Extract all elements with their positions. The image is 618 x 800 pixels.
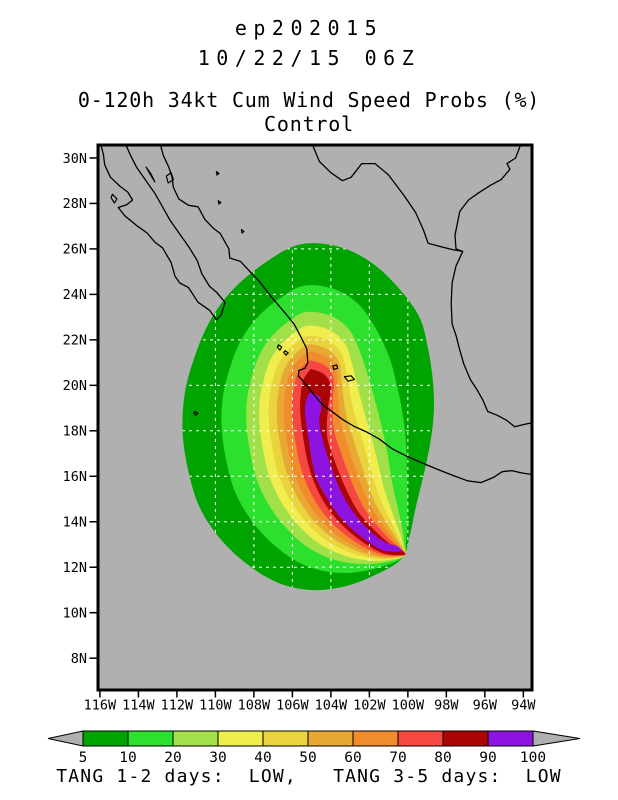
lon-tick-label: 102W bbox=[353, 698, 386, 714]
island-10 bbox=[332, 364, 339, 370]
lat-tick-label: 14N bbox=[63, 515, 87, 531]
lon-tick-label: 108W bbox=[238, 698, 271, 714]
colorbar-left-arrow-icon bbox=[47, 730, 84, 747]
lon-tick-label: 106W bbox=[276, 698, 309, 714]
coastline-0 bbox=[100, 145, 226, 321]
island-9 bbox=[343, 375, 355, 382]
colorbar-segment-10 bbox=[127, 730, 174, 747]
colorbar-segment-20 bbox=[172, 730, 219, 747]
lon-tick-label: 96W bbox=[473, 698, 498, 714]
colorbar-label: 5 bbox=[79, 750, 88, 766]
colorbar-right-arrow-icon bbox=[532, 730, 581, 747]
lon-tick-label: 98W bbox=[434, 698, 459, 714]
lon-tick-label: 114W bbox=[122, 698, 155, 714]
colorbar-segment-60 bbox=[352, 730, 399, 747]
coastline-3 bbox=[311, 145, 463, 252]
lat-tick-label: 30N bbox=[63, 151, 87, 167]
lat-tick-label: 12N bbox=[63, 560, 87, 576]
lon-tick-label: 104W bbox=[315, 698, 348, 714]
colorbar-segment-30 bbox=[217, 730, 264, 747]
colorbar-label: 90 bbox=[479, 750, 496, 766]
lon-tick-label: 100W bbox=[392, 698, 425, 714]
island-5 bbox=[240, 229, 245, 234]
lat-tick-label: 26N bbox=[63, 242, 87, 258]
colorbar-segment-5 bbox=[82, 730, 129, 747]
lat-tick-label: 8N bbox=[71, 651, 87, 667]
lat-tick-label: 20N bbox=[63, 378, 87, 394]
colorbar-label: 20 bbox=[164, 750, 181, 766]
lon-tick-label: 112W bbox=[161, 698, 194, 714]
colorbar-segment-50 bbox=[307, 730, 354, 747]
lat-tick-label: 22N bbox=[63, 333, 87, 349]
colorbar-segment-90 bbox=[487, 730, 534, 747]
colorbar-segment-40 bbox=[262, 730, 309, 747]
product-title: 0-120h 34kt Cum Wind Speed Probs (%) bbox=[77, 88, 541, 112]
lat-tick-label: 24N bbox=[63, 287, 87, 303]
lon-tick-label: 110W bbox=[199, 698, 232, 714]
map-plot-area bbox=[98, 145, 532, 690]
colorbar-label: 70 bbox=[389, 750, 406, 766]
island-3 bbox=[215, 171, 220, 176]
colorbar-label: 80 bbox=[434, 750, 451, 766]
colorbar-label: 60 bbox=[344, 750, 361, 766]
init-time: 10/22/15 06Z bbox=[197, 46, 421, 70]
island-1 bbox=[145, 166, 156, 183]
prob-band-80 bbox=[300, 369, 406, 556]
island-8 bbox=[193, 410, 199, 416]
colorbar-label: 100 bbox=[520, 750, 546, 766]
prob-band-90 bbox=[304, 392, 402, 552]
coastline-1 bbox=[159, 145, 532, 484]
coastlines bbox=[100, 145, 532, 484]
coastline-2 bbox=[450, 145, 532, 428]
colorbar: 5 10 20 30 40 50 60 70 80 90 100 bbox=[47, 730, 581, 766]
colorbar-label: 30 bbox=[209, 750, 226, 766]
ensemble-member-label: Control bbox=[264, 112, 354, 136]
island-7 bbox=[283, 350, 289, 356]
lon-tick-label: 116W bbox=[84, 698, 117, 714]
colorbar-label: 40 bbox=[254, 750, 271, 766]
colorbar-label: 50 bbox=[299, 750, 316, 766]
axes: 30N 28N 26N 24N 22N 20N 18N 16N 14N 12N 10N 8N 116W 1… bbox=[63, 151, 537, 714]
island-6 bbox=[276, 344, 283, 351]
lat-tick-label: 28N bbox=[63, 196, 87, 212]
tang-assessment: TANG 1-2 days: LOW, TANG 3-5 days: LOW bbox=[56, 766, 562, 787]
map-frame bbox=[96, 143, 534, 692]
lat-tick-label: 10N bbox=[63, 605, 87, 621]
lat-tick-label: 18N bbox=[63, 424, 87, 440]
lat-tick-label: 16N bbox=[63, 469, 87, 485]
colorbar-label: 10 bbox=[119, 750, 136, 766]
colorbar-segment-70 bbox=[397, 730, 444, 747]
island-4 bbox=[217, 200, 222, 205]
island-2 bbox=[110, 193, 118, 204]
storm-id: ep202015 bbox=[234, 16, 384, 40]
island-0 bbox=[165, 172, 174, 184]
lon-tick-label: 94W bbox=[511, 698, 536, 714]
lat-lon-gridlines bbox=[182, 243, 434, 591]
colorbar-segment-80 bbox=[442, 730, 489, 747]
